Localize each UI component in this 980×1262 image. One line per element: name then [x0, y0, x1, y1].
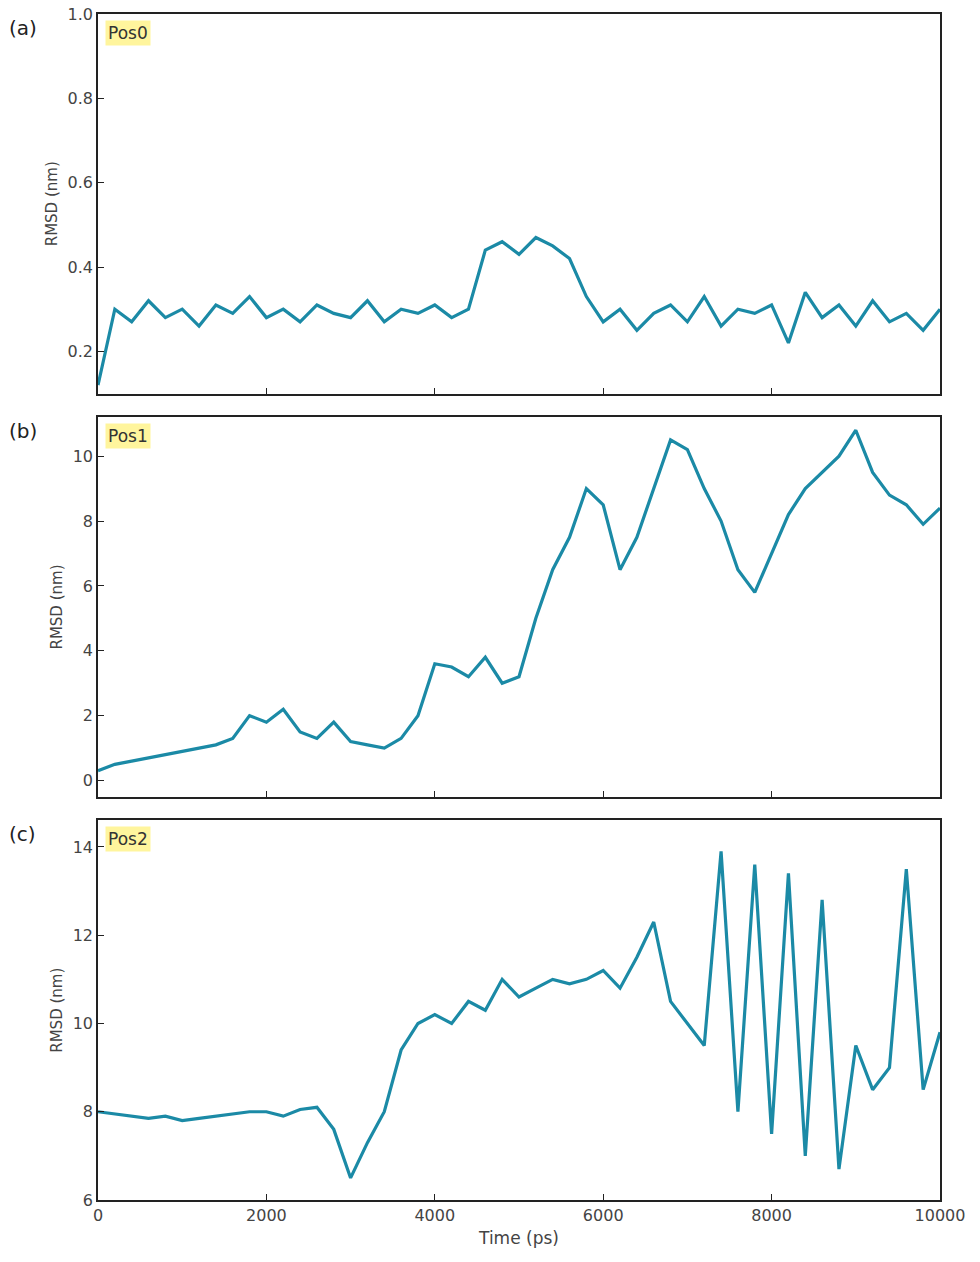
svg-text:0: 0 [93, 1206, 103, 1225]
svg-text:2000: 2000 [246, 1206, 287, 1225]
svg-text:Time (ps): Time (ps) [478, 1228, 559, 1248]
svg-text:8: 8 [83, 1102, 93, 1121]
svg-text:RMSD (nm): RMSD (nm) [48, 564, 66, 649]
svg-text:(a): (a) [9, 16, 37, 40]
svg-text:Pos2: Pos2 [108, 829, 148, 849]
svg-text:0.2: 0.2 [68, 342, 93, 361]
svg-text:0.4: 0.4 [68, 258, 93, 277]
svg-text:(c): (c) [9, 822, 36, 846]
svg-text:8: 8 [83, 512, 93, 531]
svg-text:6000: 6000 [583, 1206, 624, 1225]
svg-text:6: 6 [83, 1191, 93, 1210]
svg-text:10000: 10000 [915, 1206, 966, 1225]
svg-text:4000: 4000 [414, 1206, 455, 1225]
svg-text:0.6: 0.6 [68, 173, 93, 192]
svg-text:14: 14 [73, 838, 93, 857]
svg-text:Pos0: Pos0 [108, 23, 148, 43]
svg-text:1.0: 1.0 [68, 5, 93, 24]
svg-text:10: 10 [73, 1014, 93, 1033]
svg-text:0: 0 [83, 771, 93, 790]
svg-text:4: 4 [83, 641, 93, 660]
svg-text:12: 12 [73, 926, 93, 945]
svg-text:(b): (b) [9, 419, 37, 443]
svg-text:2: 2 [83, 706, 93, 725]
svg-text:RMSD (nm): RMSD (nm) [48, 968, 66, 1053]
svg-text:8000: 8000 [751, 1206, 792, 1225]
svg-text:0.8: 0.8 [68, 89, 93, 108]
svg-text:RMSD (nm): RMSD (nm) [43, 161, 61, 246]
svg-text:10: 10 [73, 447, 93, 466]
svg-text:6: 6 [83, 577, 93, 596]
svg-text:Pos1: Pos1 [108, 426, 148, 446]
